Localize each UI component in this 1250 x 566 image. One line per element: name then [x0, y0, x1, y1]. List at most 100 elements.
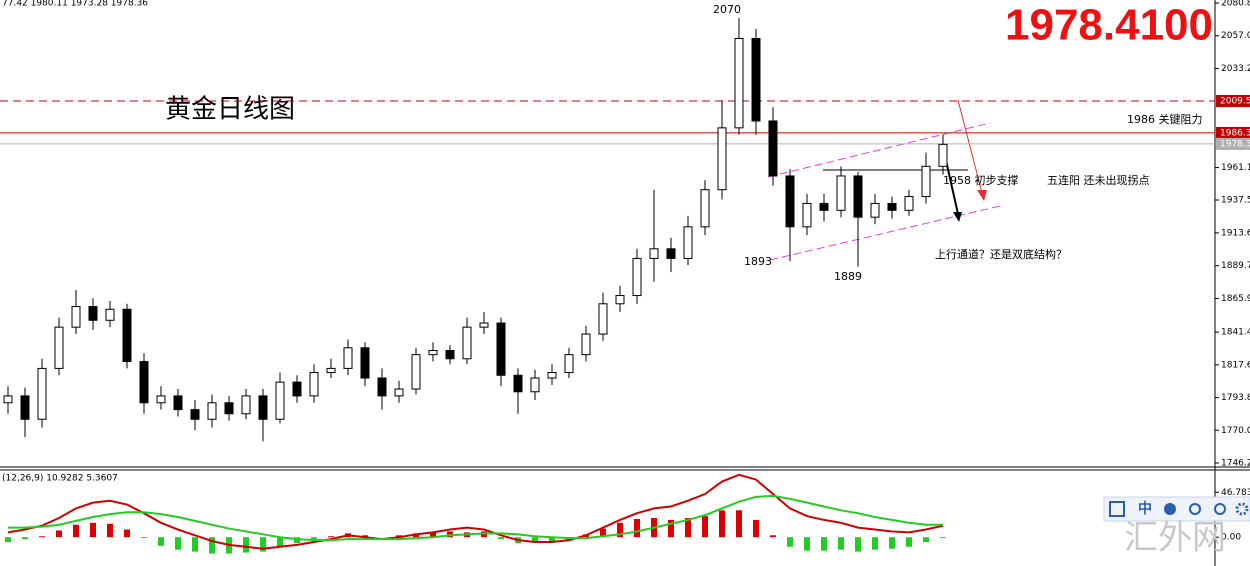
candle-body — [938, 143, 948, 167]
candle-body — [258, 395, 268, 420]
price-label: 1986.30 — [1220, 128, 1250, 138]
histogram-bar — [889, 537, 895, 549]
histogram-bar — [22, 537, 28, 540]
annotation: 1889 — [834, 270, 862, 283]
histogram-bar — [311, 537, 317, 540]
histogram-bar — [498, 537, 504, 540]
toolbar-lang[interactable]: 中 — [1138, 500, 1152, 517]
histogram-bar — [872, 537, 878, 550]
histogram-bar — [73, 524, 79, 538]
channel-upper — [767, 122, 991, 178]
histogram-bar — [702, 516, 708, 538]
candle-body — [156, 395, 166, 404]
candle-body — [207, 402, 217, 420]
candle-body — [683, 226, 693, 259]
histogram-bar — [736, 510, 742, 538]
candle-body — [649, 248, 659, 259]
histogram-bar — [277, 537, 283, 547]
histogram-bar — [617, 522, 623, 538]
annotation: 2070 — [713, 3, 741, 16]
y-tick-label: 1817.60 — [1221, 360, 1250, 370]
histogram-bar — [855, 537, 861, 552]
histogram-bar — [719, 510, 725, 538]
candle-body — [819, 202, 829, 211]
toolbar[interactable]: 中 — [1103, 496, 1250, 522]
candle-body — [224, 402, 234, 415]
arrow-head — [977, 190, 987, 201]
toolbar-icon[interactable] — [1189, 503, 1201, 515]
candle-body — [411, 354, 421, 390]
candle-body — [768, 120, 778, 177]
histogram-bar — [804, 537, 810, 551]
candle-body — [360, 347, 370, 379]
ohlc-header: 77.42 1980.11 1973.28 1978.36 — [2, 0, 148, 9]
price-label-bg — [1216, 95, 1250, 108]
candle-body — [853, 175, 863, 218]
candle-body — [564, 354, 574, 374]
histogram-bar — [107, 523, 113, 538]
histogram-bar — [600, 528, 606, 538]
candle-body — [462, 326, 472, 360]
histogram-bar — [753, 519, 759, 538]
histogram-bar — [923, 537, 929, 542]
price-label: 1978.30 — [1220, 139, 1250, 149]
candle-body — [666, 248, 676, 259]
histogram-bar — [39, 536, 45, 538]
histogram-bar — [549, 537, 555, 542]
histogram-bar — [90, 522, 96, 538]
arrow — [957, 99, 983, 194]
candle-body — [20, 395, 30, 420]
histogram-bar — [328, 536, 334, 538]
toolbar-icon[interactable] — [1214, 503, 1226, 515]
y-tick-label: 1865.90 — [1221, 294, 1250, 304]
candle-body — [428, 350, 438, 356]
candle-body — [292, 381, 302, 397]
histogram-bar — [243, 537, 249, 553]
annotation: 1893 — [744, 255, 772, 268]
candle-body — [139, 361, 149, 404]
candle-body — [751, 37, 761, 122]
toolbar-icon[interactable] — [1235, 502, 1249, 516]
chart-title: 黄金日线图 — [165, 95, 295, 125]
y-tick-label: 1770.00 — [1221, 426, 1250, 436]
candle-body — [581, 333, 591, 356]
y-tick-label: 1889.70 — [1221, 261, 1250, 271]
histogram-bar — [634, 518, 640, 538]
macd-label: (12,26,9) 10.9282 5.3607 — [2, 474, 118, 484]
candle-body — [700, 189, 710, 228]
current-price: 1978.4100 — [1005, 1, 1213, 50]
y-tick-label: 2080.80 — [1221, 0, 1250, 9]
price-label-bg — [1216, 137, 1250, 150]
histogram-bar — [430, 532, 436, 538]
candle-body — [173, 395, 183, 411]
candle-body — [309, 372, 319, 397]
y-tick-label: 0.00 — [1221, 533, 1241, 543]
annotation: 上行通道？还是双底结构？ — [935, 247, 1067, 261]
y-tick-label: 2057.00 — [1221, 31, 1250, 41]
toolbar-icon[interactable] — [1164, 503, 1176, 515]
candle-body — [734, 37, 744, 129]
candle-body — [71, 306, 81, 328]
candle-body — [122, 308, 132, 363]
candle-body — [615, 295, 625, 305]
histogram-bar — [906, 537, 912, 547]
candle-body — [870, 202, 880, 218]
candle-body — [904, 196, 914, 211]
histogram-bar — [209, 537, 215, 554]
price-label: 2009.50 — [1220, 97, 1250, 107]
macd-line — [8, 494, 943, 542]
histogram-bar — [175, 537, 181, 550]
candle-body — [343, 347, 353, 369]
candle-body — [785, 175, 795, 228]
candle-body — [241, 395, 251, 415]
histogram-bar — [668, 519, 674, 538]
histogram-bar — [56, 530, 62, 538]
candle-body — [377, 377, 387, 397]
histogram-bar — [532, 537, 538, 543]
histogram-bar — [838, 537, 844, 550]
toolbar-icon[interactable] — [1109, 501, 1125, 517]
candle-body — [836, 175, 846, 211]
y-tick-label: 1793.80 — [1221, 393, 1250, 403]
